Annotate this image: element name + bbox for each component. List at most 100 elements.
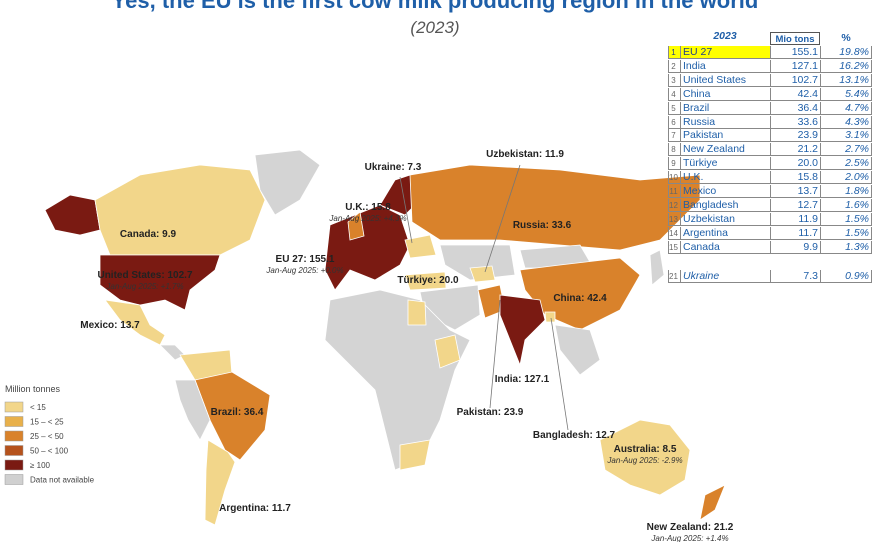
table-cell: Bangladesh — [680, 198, 770, 212]
country — [404, 234, 437, 259]
legend-swatch — [4, 474, 24, 485]
map-note: Jan-Aug 2025: -2.9% — [606, 456, 682, 465]
country — [204, 439, 236, 526]
legend-label: 15 – < 25 — [30, 418, 64, 427]
table-cell: 15 — [668, 240, 680, 254]
legend-label: < 15 — [30, 403, 46, 412]
legend-label: 50 – < 100 — [30, 447, 69, 456]
table-cell: 5.4% — [820, 87, 872, 101]
title: Yes, the EU is the first cow milk produc… — [111, 0, 759, 13]
map-label: Uzbekistan: 11.9 — [486, 149, 564, 160]
country — [174, 379, 211, 441]
country — [254, 149, 321, 216]
map-label: United States: 102.7 — [97, 270, 192, 281]
table-cell: Türkiye — [680, 157, 770, 171]
table-cell: 14 — [668, 226, 680, 240]
table-cell: 155.1 — [770, 46, 820, 59]
map-label: Bangladesh: 12.7 — [533, 430, 616, 441]
leader-lines — [399, 164, 569, 431]
table-cell: 2 — [668, 59, 680, 73]
table-cell: 11.7 — [770, 226, 820, 240]
table-cell: 1.6% — [820, 198, 872, 212]
legend-swatch — [4, 416, 24, 427]
leader-line — [550, 317, 569, 431]
map-label: Ukraine: 7.3 — [365, 162, 422, 173]
country — [404, 271, 447, 291]
legend-label: Data not available — [30, 476, 95, 485]
map-label: Russia: 33.6 — [513, 220, 572, 231]
country — [554, 324, 601, 376]
table-cell: 1.3% — [820, 240, 872, 254]
table-cell: New Zealand — [680, 143, 770, 157]
table-cell: 21 — [668, 270, 680, 283]
map-label: Türkiye: 20.0 — [397, 275, 459, 286]
map-label: Canada: 9.9 — [120, 229, 177, 240]
map-label: Mexico: 13.7 — [80, 320, 140, 331]
table-cell: 23.9 — [770, 129, 820, 143]
table-cell: 102.7 — [770, 73, 820, 87]
table-cell: 8 — [668, 143, 680, 157]
country — [194, 371, 271, 461]
table-cell: Argentina — [680, 226, 770, 240]
table-cell: 11 — [668, 185, 680, 198]
map-label: India: 127.1 — [495, 374, 550, 385]
legend-swatch — [4, 459, 24, 471]
table-cell: 1.5% — [820, 226, 872, 240]
table-cell: U.K. — [680, 171, 770, 185]
map-note: Jan-Aug 2025: +0.0% — [265, 266, 343, 275]
table-cell: 7.3 — [770, 270, 820, 283]
country — [104, 299, 166, 346]
country — [599, 419, 691, 496]
country — [94, 164, 266, 256]
table-cell: 11.9 — [770, 212, 820, 226]
table-cell: Uzbekistan — [680, 212, 770, 226]
country — [469, 265, 496, 283]
table-cell: Mexico — [680, 185, 770, 198]
table-cell: 9 — [668, 157, 680, 171]
table-cell: India — [680, 59, 770, 73]
country — [649, 249, 665, 286]
map-label: China: 42.4 — [553, 293, 607, 304]
table-cell: Russia — [680, 115, 770, 129]
table-cell: Ukraine — [680, 270, 770, 283]
country — [99, 254, 221, 311]
legend-swatch — [4, 445, 24, 456]
table-cell: 2023 — [713, 30, 737, 42]
table-cell: China — [680, 87, 770, 101]
table-cell: 9.9 — [770, 240, 820, 254]
table-cell: 2.0% — [820, 171, 872, 185]
table-cell: 2.5% — [820, 157, 872, 171]
subtitle: (2023) — [410, 18, 460, 37]
legend-swatch — [4, 430, 24, 442]
table-cell: Pakistan — [680, 129, 770, 143]
table-cell: 15.8 — [770, 171, 820, 185]
table-cell: 2.7% — [820, 143, 872, 157]
map-note: Jan-Aug 2025: +1.4% — [650, 534, 728, 542]
table-cell: 0.9% — [820, 270, 872, 283]
leader-line — [484, 164, 521, 273]
table-cell: % — [841, 32, 851, 44]
table-cell: 1 — [668, 46, 680, 59]
leader-line — [489, 299, 501, 409]
countries — [44, 149, 726, 526]
map-label: U.K.: 15.8 — [345, 202, 391, 213]
country — [347, 211, 365, 241]
country — [544, 311, 556, 323]
country — [699, 484, 726, 521]
map-label: Pakistan: 23.9 — [457, 407, 524, 418]
table-cell: 3 — [668, 73, 680, 87]
table-cell: 3.1% — [820, 129, 872, 143]
table-cell: 12.7 — [770, 198, 820, 212]
table-cell: 4.7% — [820, 101, 872, 115]
table-cell: 13.1% — [820, 73, 872, 87]
table-cell: 36.4 — [770, 101, 820, 115]
table-cell: 1.5% — [820, 212, 872, 226]
legend-title: Million tonnes — [5, 384, 61, 394]
table-cell: 12 — [668, 198, 680, 212]
map-note: Jan-Aug 2025: +1.7% — [105, 282, 183, 291]
country — [44, 194, 101, 236]
table-cell: 21.2 — [770, 143, 820, 157]
table-cell: 127.1 — [770, 59, 820, 73]
